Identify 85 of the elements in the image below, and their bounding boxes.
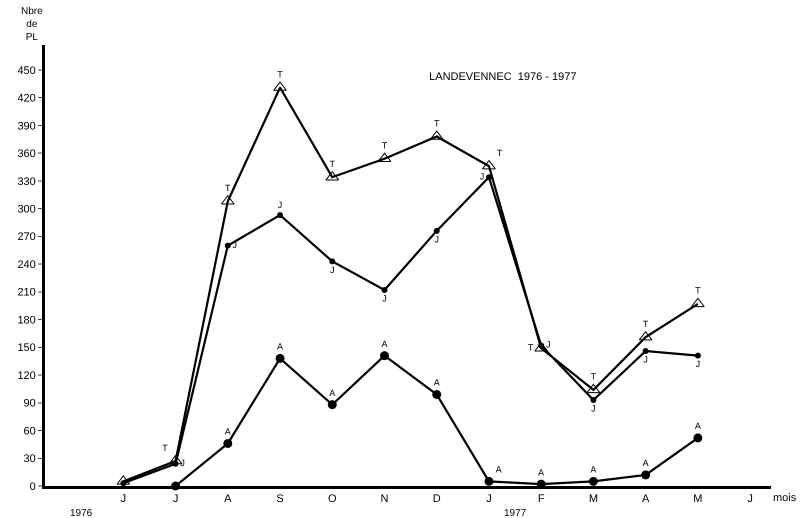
point [277, 212, 284, 218]
y-tick-label: 360 [17, 148, 36, 160]
text: A [434, 378, 440, 388]
series-label: T [225, 183, 232, 194]
text: LANDEVENNEC 1976 - 1977 [429, 71, 576, 84]
text: 1976 [70, 508, 93, 518]
x-tick-label: A [224, 493, 232, 506]
y-tick-label: 180 [17, 314, 36, 326]
point [641, 470, 650, 480]
x-axis-title: mois [773, 492, 797, 504]
point [691, 298, 705, 308]
y-tick-label: 60 [24, 425, 36, 438]
text: J [278, 200, 282, 210]
x-tick-label: M [588, 493, 598, 506]
point [586, 384, 600, 394]
x-tick-label: O [328, 493, 337, 506]
text: A [590, 464, 596, 475]
point [276, 354, 285, 363]
text: A [329, 388, 336, 398]
x-tick-label: M [693, 493, 702, 506]
point [329, 258, 336, 264]
y-axis-title: Nbre de PL [21, 6, 44, 43]
y-tick-label: 150 [17, 342, 36, 354]
x-tick-label: D [432, 493, 441, 506]
text: T [695, 286, 701, 296]
text: J [330, 264, 335, 275]
text: 1977 [504, 508, 527, 518]
x-tick-label: J [120, 493, 126, 506]
series-label: A [224, 426, 231, 437]
y-tick-label: 210 [17, 286, 36, 299]
y-tick-label: 120 [17, 370, 36, 382]
y-tick-label: 270 [17, 231, 36, 244]
point [588, 476, 598, 486]
point [590, 397, 596, 404]
x-tick-label: J [486, 493, 492, 506]
x-tick-label: A [642, 493, 650, 506]
point [328, 400, 337, 410]
y-tick-label: 30 [24, 453, 36, 466]
text: A [277, 342, 284, 352]
point [224, 242, 231, 249]
point [484, 476, 494, 486]
text: A [694, 421, 701, 432]
y-tick-label: 450 [17, 64, 36, 77]
point [694, 352, 701, 359]
text: T [162, 442, 168, 453]
text: T [496, 148, 502, 158]
text: T [528, 342, 534, 352]
y-tick-label: 420 [17, 92, 36, 105]
x-tick-label: S [276, 493, 284, 506]
y-tick-label: 0 [30, 480, 36, 493]
point [693, 433, 702, 442]
text: J [434, 234, 439, 244]
y-tick-label: 390 [17, 120, 36, 132]
text: J [546, 340, 550, 350]
y-tick-label: 240 [17, 258, 36, 271]
point [434, 228, 440, 234]
y-tick-label: 90 [24, 398, 36, 410]
point [382, 287, 388, 293]
text: J [591, 404, 596, 414]
text: A [538, 467, 544, 478]
text: J [696, 359, 700, 370]
text: A [642, 458, 649, 468]
text: A [381, 338, 388, 349]
text: J [180, 458, 185, 468]
text: T [330, 159, 336, 170]
text: T [642, 319, 648, 330]
point [223, 438, 232, 448]
x-tick-label: N [380, 493, 389, 506]
point [380, 351, 389, 360]
x-tick-label: F [538, 493, 545, 506]
point [642, 348, 649, 354]
text: T [434, 118, 440, 128]
y-tick-label: 330 [17, 176, 36, 188]
text: J [480, 171, 484, 182]
x-tick-label: J [172, 493, 178, 506]
y-tick-label: 300 [17, 203, 36, 216]
point [432, 390, 442, 399]
text: A [496, 464, 502, 475]
point [116, 475, 130, 485]
text: J [643, 354, 648, 365]
x-tick-label: J [747, 493, 753, 506]
text: T [590, 372, 596, 382]
text: J [382, 294, 387, 304]
text: T [277, 69, 283, 80]
text: T [382, 140, 388, 151]
